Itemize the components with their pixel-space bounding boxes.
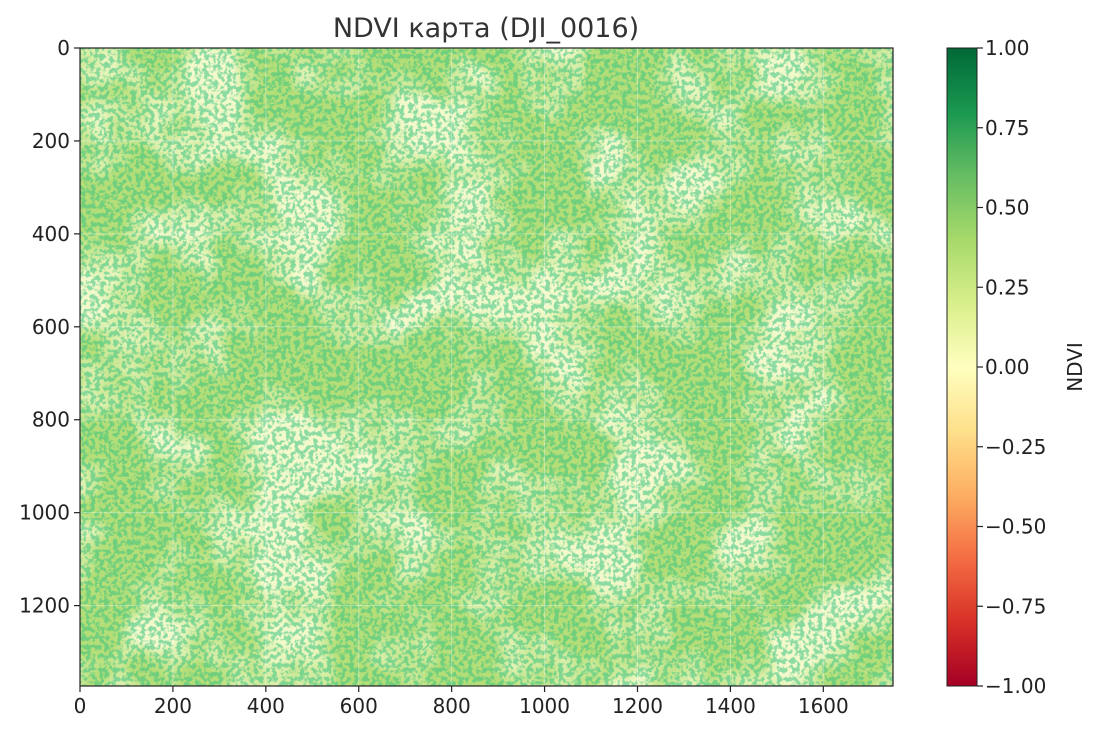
heatmap-texture-dense — [80, 48, 893, 686]
y-tick-label: 200 — [32, 129, 70, 153]
plot-area — [79, 47, 894, 687]
plot-frame — [79, 47, 894, 687]
y-axis: 0 200 400 600 800 1000 1200 — [19, 36, 80, 618]
colorbar-tick-label: 0.50 — [985, 196, 1030, 220]
y-tick-label: 0 — [57, 36, 70, 60]
x-tick-label: 1000 — [519, 694, 570, 718]
x-tick-label: 1200 — [612, 694, 663, 718]
x-tick-label: 1400 — [705, 694, 756, 718]
y-tick-label: 400 — [32, 222, 70, 246]
x-tick-label: 600 — [340, 694, 378, 718]
y-tick-label: 1000 — [19, 501, 70, 525]
gridlines — [80, 48, 893, 686]
x-tick-label: 200 — [154, 694, 192, 718]
x-tick-label: 400 — [247, 694, 285, 718]
y-tick-label: 800 — [32, 408, 70, 432]
colorbar-tick-label: 1.00 — [985, 36, 1030, 60]
colorbar-tick-label: −1.00 — [985, 674, 1046, 698]
x-tick-label: 1600 — [798, 694, 849, 718]
colorbar-ticks: 1.00 0.75 0.50 0.25 0.00 −0.25 −0.50 −0.75 −1.00 — [977, 36, 1046, 698]
x-axis: 0 200 400 600 800 1000 1200 1400 1600 — [74, 686, 849, 718]
colorbar-tick-label: 0.75 — [985, 116, 1030, 140]
y-tick-label: 1200 — [19, 594, 70, 618]
y-tick-label: 600 — [32, 315, 70, 339]
colorbar-tick-label: −0.75 — [985, 594, 1046, 618]
x-tick-label: 800 — [433, 694, 471, 718]
colorbar-label: NDVI — [1063, 342, 1087, 392]
colorbar-tick-label: 0.25 — [985, 275, 1030, 299]
colorbar: 1.00 0.75 0.50 0.25 0.00 −0.25 −0.50 −0.75 −1.00… — [946, 36, 1087, 698]
colorbar-tick-label: 0.00 — [985, 355, 1030, 379]
x-tick-label: 0 — [74, 694, 87, 718]
colorbar-gradient — [946, 47, 978, 687]
colorbar-tick-label: −0.50 — [985, 515, 1046, 539]
colorbar-tick-label: −0.25 — [985, 435, 1046, 459]
chart-title: NDVI карта (DJI_0016) — [333, 13, 639, 44]
